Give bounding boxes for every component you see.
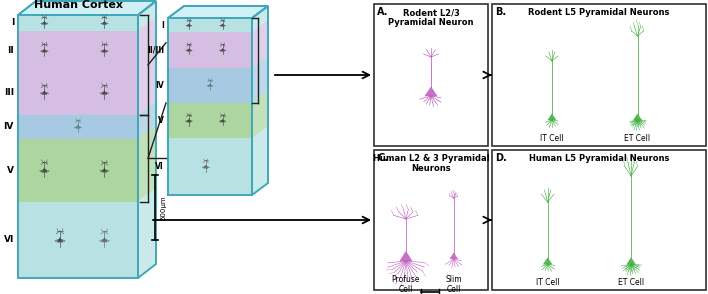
Polygon shape bbox=[450, 253, 457, 259]
Text: A.: A. bbox=[377, 7, 389, 17]
Text: II: II bbox=[7, 46, 14, 55]
Bar bbox=[168, 18, 252, 195]
Polygon shape bbox=[634, 114, 641, 120]
Bar bbox=[18, 15, 138, 31]
Bar bbox=[18, 15, 138, 278]
Polygon shape bbox=[204, 165, 208, 168]
Text: Rodent L5 Pyramidal Neurons: Rodent L5 Pyramidal Neurons bbox=[528, 8, 670, 17]
Text: I: I bbox=[11, 19, 14, 27]
Bar bbox=[168, 18, 252, 32]
Polygon shape bbox=[544, 258, 552, 264]
Polygon shape bbox=[138, 101, 156, 138]
Polygon shape bbox=[18, 1, 156, 15]
Polygon shape bbox=[42, 168, 47, 172]
Bar bbox=[374, 4, 488, 146]
Bar bbox=[18, 138, 138, 202]
Bar bbox=[18, 31, 138, 70]
Text: ET Cell: ET Cell bbox=[624, 134, 651, 143]
Polygon shape bbox=[76, 125, 80, 128]
Polygon shape bbox=[548, 114, 556, 120]
Text: III: III bbox=[4, 88, 14, 97]
Text: ET Cell: ET Cell bbox=[618, 278, 644, 287]
Bar bbox=[168, 32, 252, 68]
Polygon shape bbox=[188, 24, 190, 26]
Text: I: I bbox=[161, 21, 164, 30]
Polygon shape bbox=[102, 49, 107, 52]
Polygon shape bbox=[57, 238, 63, 242]
Text: Rodent Cortex: Rodent Cortex bbox=[173, 0, 263, 1]
Text: II/III: II/III bbox=[147, 45, 164, 54]
Text: IT Cell: IT Cell bbox=[540, 134, 564, 143]
Polygon shape bbox=[252, 91, 268, 138]
Text: Profuse
Cell: Profuse Cell bbox=[392, 275, 420, 294]
Text: 500μm: 500μm bbox=[160, 195, 166, 220]
Text: Human L2 & 3 Pyramidal
Neurons: Human L2 & 3 Pyramidal Neurons bbox=[372, 154, 489, 173]
Bar bbox=[168, 68, 252, 103]
Bar bbox=[492, 4, 706, 146]
Polygon shape bbox=[103, 21, 106, 24]
Polygon shape bbox=[252, 56, 268, 103]
Polygon shape bbox=[102, 168, 107, 172]
Polygon shape bbox=[187, 49, 191, 51]
Bar bbox=[168, 138, 252, 195]
Polygon shape bbox=[425, 87, 437, 96]
Polygon shape bbox=[138, 188, 156, 278]
Text: Human L5 Pyramidal Neurons: Human L5 Pyramidal Neurons bbox=[529, 154, 669, 163]
Text: V: V bbox=[158, 116, 164, 125]
Text: Rodent L2/3
Pyramidal Neuron: Rodent L2/3 Pyramidal Neuron bbox=[388, 8, 474, 27]
Bar bbox=[18, 70, 138, 115]
Polygon shape bbox=[252, 20, 268, 68]
Text: B.: B. bbox=[495, 7, 506, 17]
Polygon shape bbox=[138, 56, 156, 115]
Polygon shape bbox=[42, 49, 47, 52]
Text: Human Cortex: Human Cortex bbox=[33, 0, 122, 10]
Text: VI: VI bbox=[155, 162, 164, 171]
Polygon shape bbox=[138, 125, 156, 202]
Text: IV: IV bbox=[155, 81, 164, 90]
Text: IT Cell: IT Cell bbox=[536, 278, 559, 287]
Text: Slim
Cell: Slim Cell bbox=[445, 275, 462, 294]
Text: D.: D. bbox=[495, 153, 507, 163]
Bar bbox=[492, 150, 706, 290]
Bar bbox=[168, 103, 252, 138]
Text: IV: IV bbox=[4, 122, 14, 131]
Polygon shape bbox=[168, 6, 268, 18]
Polygon shape bbox=[221, 49, 224, 51]
Polygon shape bbox=[208, 84, 212, 86]
Bar bbox=[18, 202, 138, 278]
Polygon shape bbox=[252, 6, 268, 32]
Polygon shape bbox=[400, 251, 412, 261]
Text: C.: C. bbox=[377, 153, 388, 163]
Bar bbox=[18, 115, 138, 138]
Polygon shape bbox=[221, 24, 224, 26]
Polygon shape bbox=[627, 258, 635, 264]
Polygon shape bbox=[42, 21, 47, 24]
Polygon shape bbox=[101, 238, 108, 242]
Polygon shape bbox=[102, 91, 107, 94]
Polygon shape bbox=[252, 126, 268, 195]
Polygon shape bbox=[138, 1, 156, 31]
Polygon shape bbox=[138, 17, 156, 70]
Polygon shape bbox=[42, 91, 47, 94]
Text: VI: VI bbox=[4, 235, 14, 244]
Polygon shape bbox=[187, 119, 191, 122]
Bar bbox=[374, 150, 488, 290]
Text: V: V bbox=[7, 166, 14, 175]
Polygon shape bbox=[221, 119, 224, 122]
